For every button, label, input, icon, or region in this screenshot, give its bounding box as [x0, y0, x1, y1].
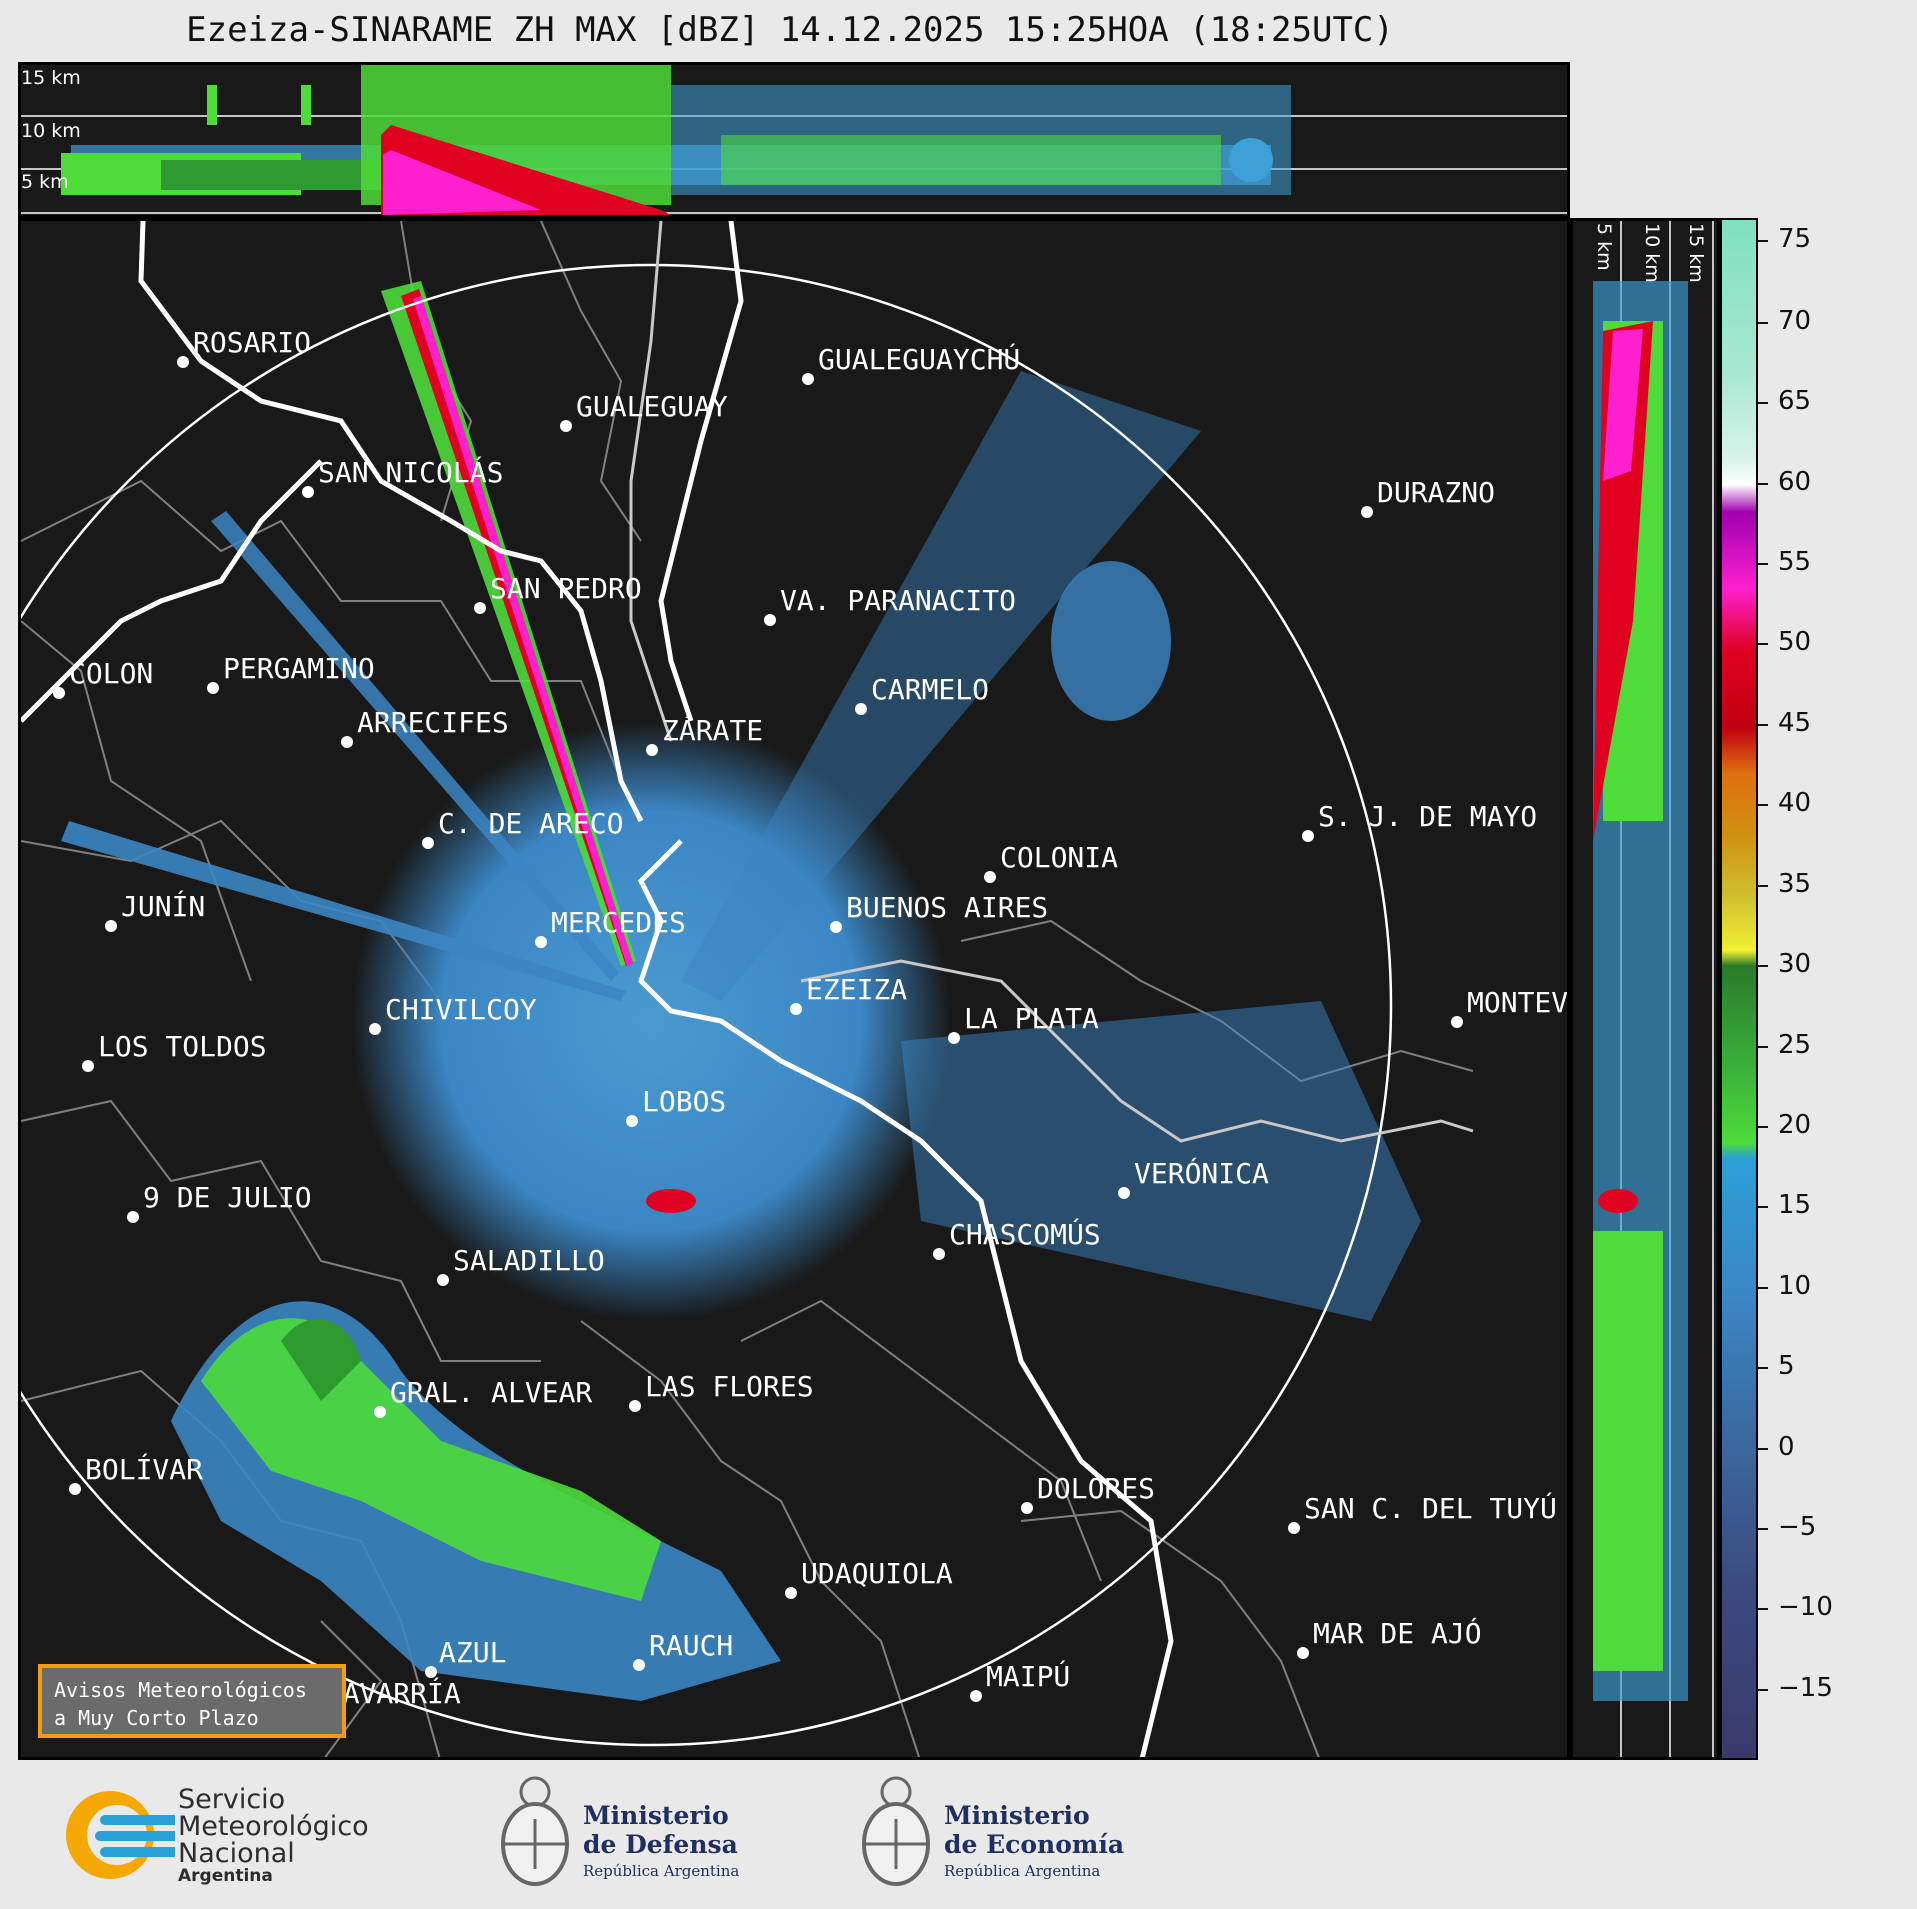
colorbar-tick-65: 65 — [1778, 386, 1812, 416]
echo-spoke-w — [61, 821, 626, 1001]
city-label-los-toldos: LOS TOLDOS — [98, 1030, 267, 1063]
city-label-c-de-areco: C. DE ARECO — [438, 807, 623, 840]
city-label-las-flores: LAS FLORES — [645, 1370, 814, 1403]
colorbar-tick-15: 15 — [1778, 1190, 1812, 1220]
top-label-5km: 5 km — [21, 171, 69, 193]
city-label-buenos-aires: BUENOS AIRES — [846, 891, 1048, 924]
colorbar-tick-minus15: −15 — [1778, 1673, 1833, 1703]
city-label-pergamino: PERGAMINO — [223, 652, 375, 685]
city-label-zarate: ZÁRATE — [662, 713, 763, 747]
side-label-5km: 5 km — [1593, 223, 1615, 271]
city-label-azul: AZUL — [439, 1636, 506, 1669]
colorbar-tick-5: 5 — [1778, 1351, 1795, 1381]
echo-cell-lobos — [646, 1189, 696, 1213]
smn-line-2: Meteorológico — [178, 1811, 369, 1842]
dbz-colorbar — [1720, 218, 1758, 1760]
coastline — [21, 221, 1174, 1757]
colorbar-tick-75: 75 — [1778, 224, 1812, 254]
colorbar-tick-70: 70 — [1778, 306, 1812, 336]
notice-line-1: Avisos Meteorológicos — [54, 1678, 307, 1702]
top-profile-echoes — [21, 65, 1567, 215]
city-label-san-pedro: SAN PEDRO — [490, 572, 642, 605]
city-label-chascomus: CHASCOMÚS — [949, 1217, 1101, 1251]
echo-fan-ne — [681, 371, 1201, 1001]
economia-line-2: de Economía — [944, 1830, 1125, 1859]
radar-core-echo — [351, 721, 951, 1321]
city-label-9-de-julio: 9 DE JULIO — [143, 1181, 312, 1214]
city-label-saladillo: SALADILLO — [453, 1244, 605, 1277]
city-label-colon: COLON — [69, 657, 153, 690]
colorbar-tick-50: 50 — [1778, 627, 1812, 657]
city-label-gral-alvear: GRAL. ALVEAR — [390, 1376, 592, 1409]
city-label-gualeguay: GUALEGUAY — [576, 390, 728, 423]
smn-line-3: Nacional — [178, 1838, 295, 1869]
city-label-san-nicolas: SAN NICOLÁS — [318, 455, 503, 489]
top-label-10km: 10 km — [21, 120, 81, 142]
side-label-15km: 15 km — [1685, 223, 1707, 283]
side-height-profile: 5 km 10 km 15 km — [1570, 218, 1720, 1760]
colorbar-tick-60: 60 — [1778, 467, 1812, 497]
economia-seal-icon — [862, 1776, 930, 1886]
colorbar-tick-30: 30 — [1778, 949, 1812, 979]
smn-line-4: Argentina — [178, 1866, 273, 1886]
echo-east — [901, 1001, 1421, 1321]
city-label-maipu: MAIPÚ — [986, 1659, 1070, 1693]
city-label-udaquiola: UDAQUIOLA — [801, 1557, 953, 1590]
defensa-line-1: Ministerio — [583, 1801, 729, 1830]
defensa-seal-icon — [501, 1776, 569, 1886]
page-title: Ezeiza-SINARAME ZH MAX [dBZ] 14.12.2025 … — [186, 10, 1394, 50]
city-label-dolores: DOLORES — [1037, 1472, 1155, 1505]
city-label-va-paranacito: VA. PARANACITO — [780, 584, 1016, 617]
side-profile-echoes — [1593, 221, 1714, 1757]
city-markers — [53, 356, 1463, 1719]
city-label-la-plata: LA PLATA — [964, 1002, 1099, 1035]
colorbar-tick-10: 10 — [1778, 1271, 1812, 1301]
city-label-s-j-de-mayo: S. J. DE MAYO — [1318, 800, 1537, 833]
city-label-chivilcoy: CHIVILCOY — [385, 993, 537, 1026]
colorbar-tick-55: 55 — [1778, 547, 1812, 577]
colorbar-tick-45: 45 — [1778, 708, 1812, 738]
radar-map-svg: ROSARIO GUALEGUAYCHÚ GUALEGUAY SAN NICOL… — [21, 221, 1568, 1757]
city-label-durazno: DURAZNO — [1377, 476, 1495, 509]
smn-logo-icon — [66, 1791, 175, 1879]
economia-line-3: República Argentina — [944, 1862, 1101, 1880]
city-label-rauch: RAUCH — [649, 1629, 733, 1662]
colorbar-tick-40: 40 — [1778, 788, 1812, 818]
city-label-junin: JUNÍN — [121, 889, 205, 923]
city-label-carmelo: CARMELO — [871, 673, 989, 706]
city-label-mercedes: MERCEDES — [551, 906, 686, 939]
city-label-gualeguaychu: GUALEGUAYCHÚ — [818, 342, 1020, 376]
colorbar-tick-minus10: −10 — [1778, 1592, 1833, 1622]
city-label-mar-de-ajo: MAR DE AJÓ — [1313, 1616, 1482, 1650]
top-height-profile: 15 km 10 km 5 km — [18, 62, 1570, 218]
notice-line-2: a Muy Corto Plazo — [54, 1706, 259, 1730]
top-label-15km: 15 km — [21, 67, 81, 89]
economia-line-1: Ministerio — [944, 1801, 1090, 1830]
colorbar-tick-minus5: −5 — [1778, 1512, 1817, 1542]
defensa-line-2: de Defensa — [583, 1830, 738, 1859]
defensa-line-3: República Argentina — [583, 1862, 740, 1880]
radar-map[interactable]: ROSARIO GUALEGUAYCHÚ GUALEGUAY SAN NICOL… — [18, 218, 1570, 1760]
city-label-san-c-del-tuyu: SAN C. DEL TUYÚ — [1304, 1491, 1557, 1525]
city-label-lobos: LOBOS — [642, 1085, 726, 1118]
colorbar-tick-25: 25 — [1778, 1030, 1812, 1060]
city-label-colonia: COLONIA — [1000, 841, 1118, 874]
colorbar-tick-20: 20 — [1778, 1110, 1812, 1140]
city-label-arrecifes: ARRECIFES — [357, 706, 509, 739]
city-label-montev: MONTEV — [1467, 986, 1568, 1019]
colorbar-tick-0: 0 — [1778, 1432, 1795, 1462]
avisos-notice[interactable]: Avisos Meteorológicos a Muy Corto Plazo — [38, 1664, 346, 1738]
range-ring — [21, 263, 1393, 1747]
smn-line-1: Servicio — [178, 1784, 286, 1815]
city-label-ezeiza: EZEIZA — [806, 973, 907, 1006]
colorbar-tick-35: 35 — [1778, 869, 1812, 899]
city-label-rosario: ROSARIO — [193, 326, 311, 359]
city-label-veronica: VERÓNICA — [1134, 1156, 1269, 1190]
city-label-bolivar: BOLÍVAR — [85, 1452, 203, 1486]
side-label-10km: 10 km — [1641, 223, 1663, 283]
